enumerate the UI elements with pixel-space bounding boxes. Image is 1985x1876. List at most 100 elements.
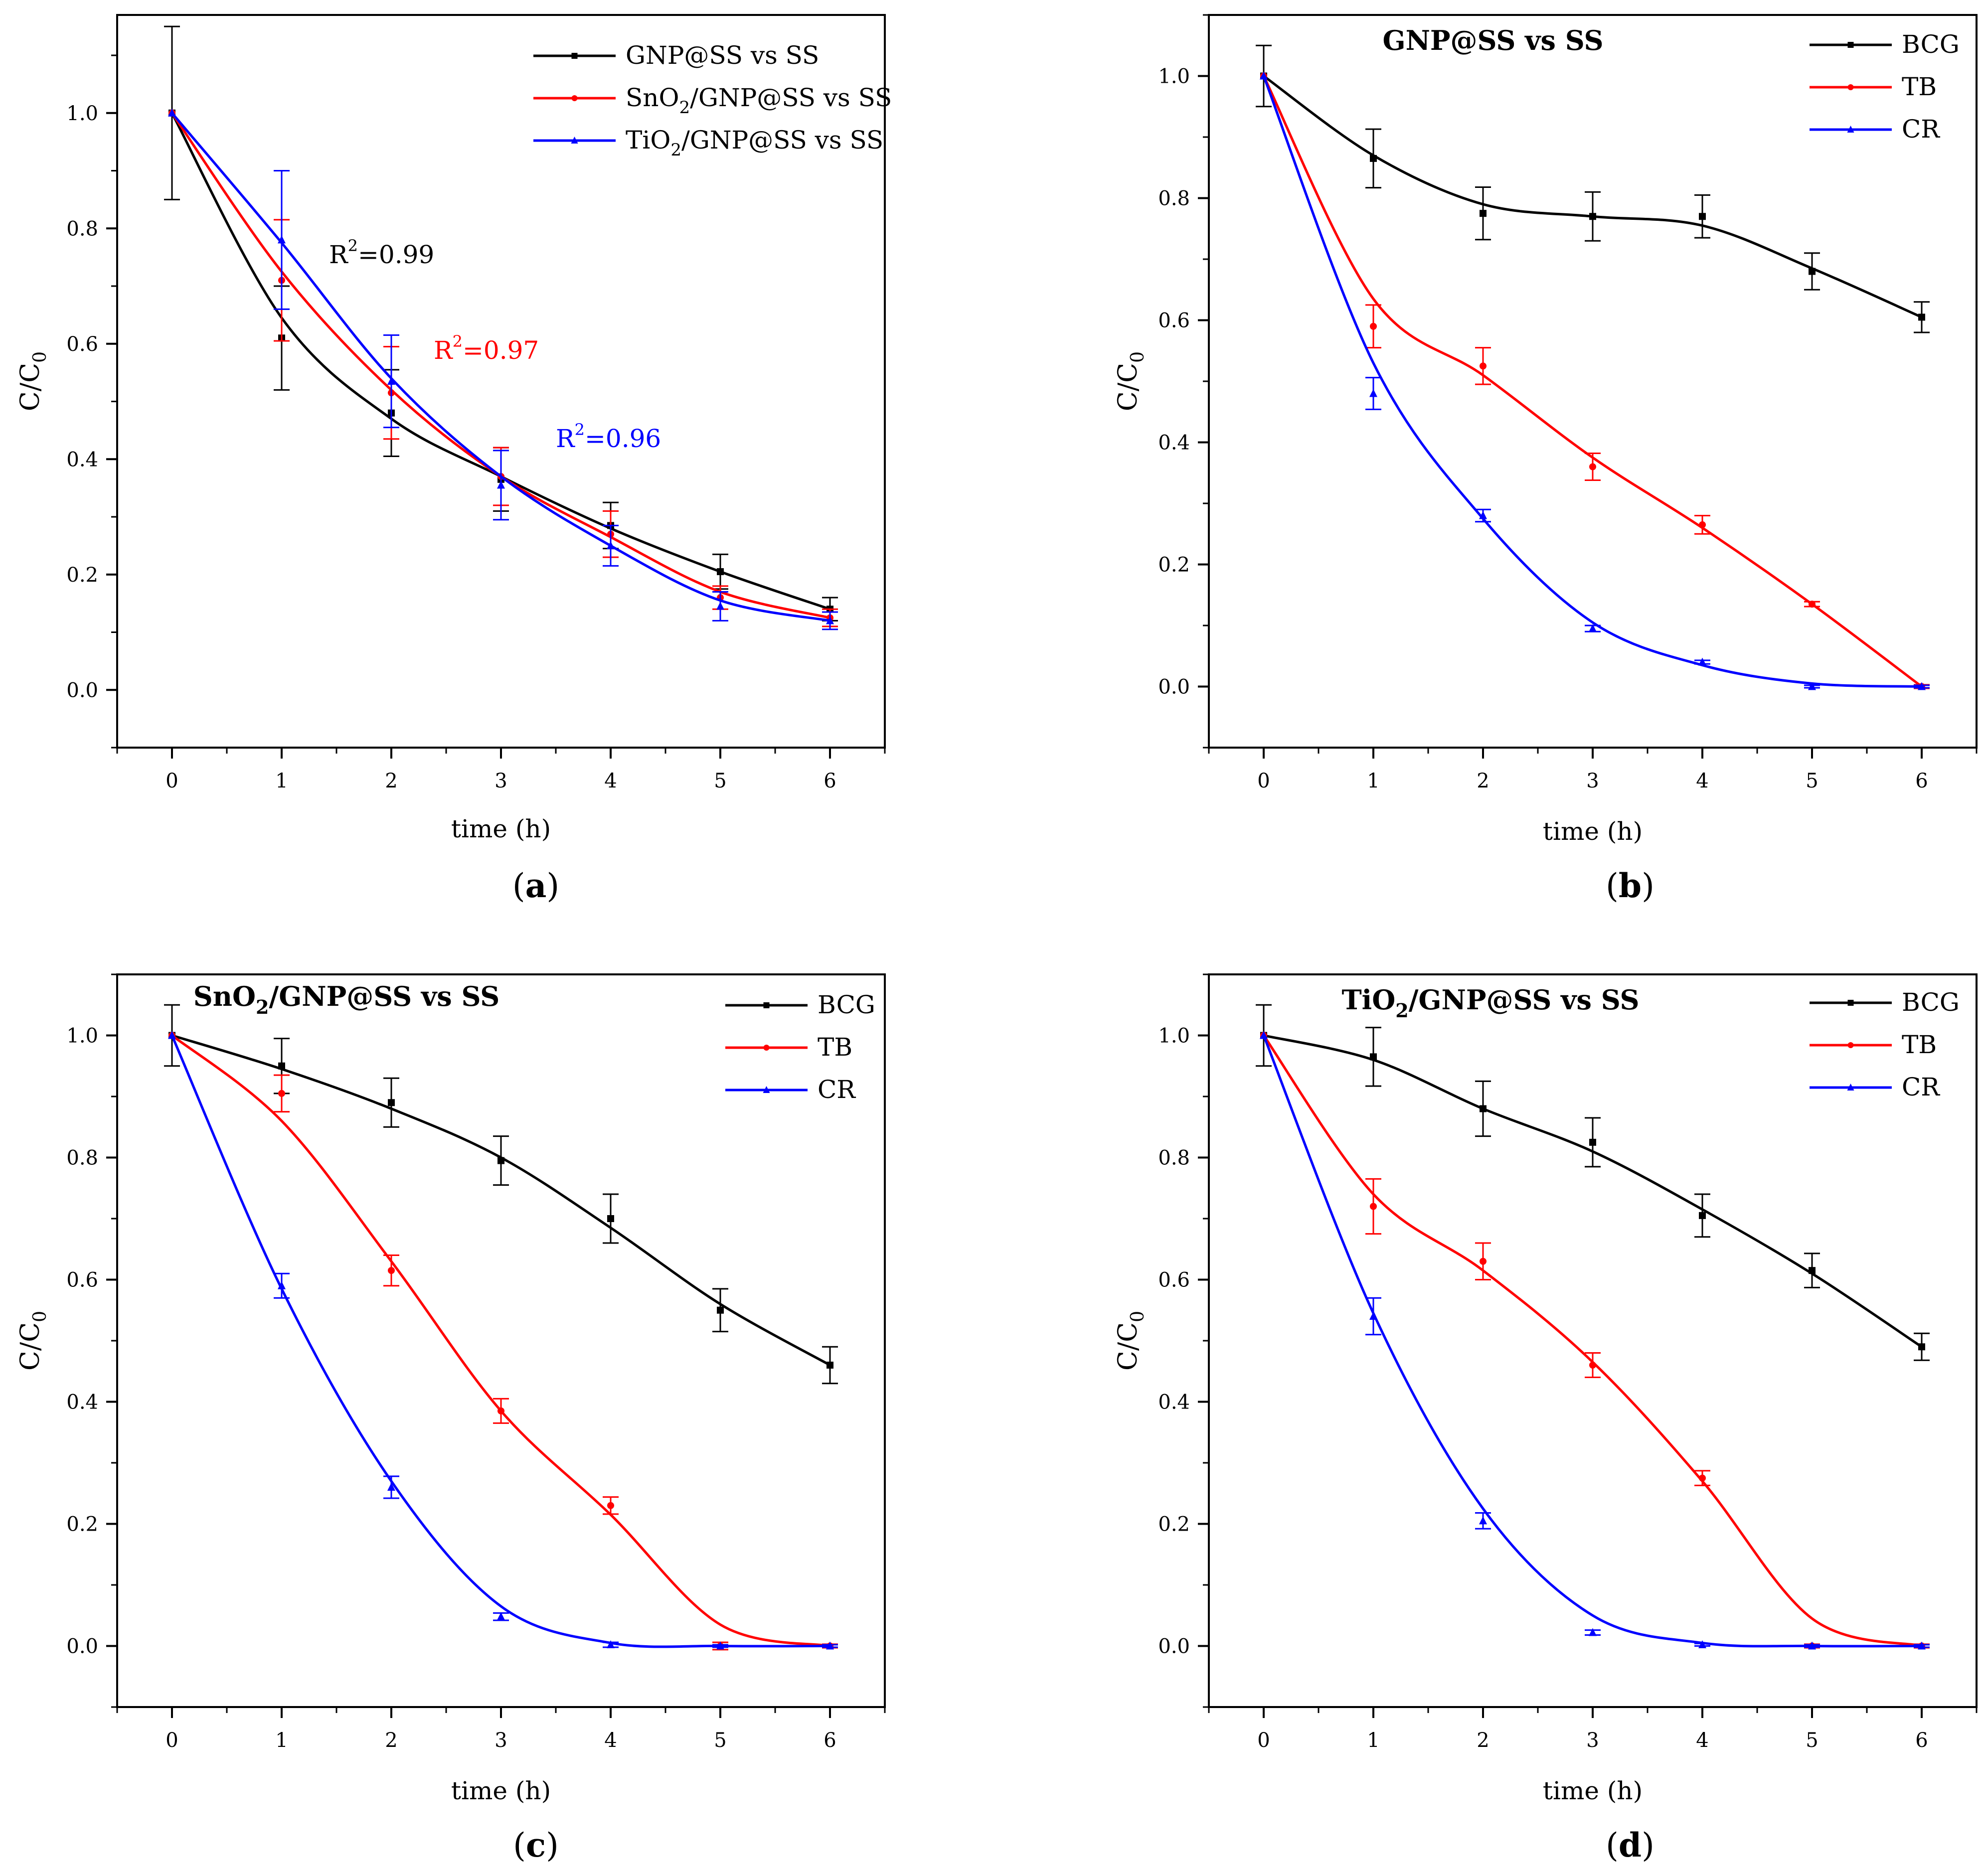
legend-label: CR — [1902, 115, 1940, 144]
data-point — [1370, 1203, 1377, 1210]
x-tick-label: 2 — [385, 1729, 397, 1752]
fit-line — [1263, 1034, 1923, 1348]
y-axis-label: C/C0 — [1113, 1311, 1148, 1371]
x-tick-label: 1 — [275, 1729, 288, 1752]
plot-frame — [116, 14, 886, 749]
panel-label-letter: b — [1619, 866, 1642, 905]
y-tick-label: 0.4 — [66, 448, 98, 471]
legend-label: CR — [1902, 1073, 1940, 1101]
data-point — [278, 1281, 286, 1289]
data-point — [278, 1090, 285, 1097]
x-tick-label: 3 — [1586, 1729, 1599, 1752]
y-tick-label: 0.2 — [66, 1513, 98, 1536]
legend-label: TB — [818, 1033, 852, 1062]
chart-title: SnO2/GNP@SS vs SS — [193, 980, 500, 1018]
data-point — [1480, 210, 1487, 217]
r-squared-annotation: R2=0.97 — [434, 332, 539, 365]
plot-frame — [1208, 14, 1978, 749]
y-tick-label: 0.4 — [66, 1391, 98, 1414]
series-2 — [1260, 1031, 1930, 1650]
legend-marker — [1847, 1042, 1854, 1048]
data-point — [1808, 682, 1816, 690]
legend-marker — [763, 1045, 770, 1051]
annotation-main: R — [329, 240, 348, 269]
plot-frame — [1208, 973, 1978, 1708]
fit-line — [1262, 75, 1923, 688]
x-tick-label: 0 — [1257, 1729, 1270, 1752]
legend-label: TB — [1902, 72, 1937, 101]
series-1 — [1260, 1032, 1930, 1650]
panel-label-close: ) — [1642, 867, 1654, 905]
legend-label: TiO2/GNP@SS vs SS — [626, 126, 883, 160]
panel-label-close: ) — [546, 1826, 559, 1865]
data-point — [1589, 463, 1596, 470]
legend-label-subscript: 2 — [679, 98, 690, 118]
data-point — [1918, 1641, 1926, 1650]
y-tick-label: 1.0 — [1158, 65, 1190, 88]
legend-marker — [763, 1002, 770, 1008]
data-point — [388, 1267, 395, 1274]
x-tick-label: 6 — [824, 770, 836, 792]
legend-marker — [1847, 1000, 1854, 1006]
x-axis-label: time (h) — [451, 814, 551, 843]
y-tick-label: 0.8 — [1158, 1147, 1190, 1170]
data-point — [387, 377, 395, 385]
x-tick-label: 4 — [604, 770, 617, 792]
legend-label-part: GNP@SS vs SS — [626, 41, 819, 70]
data-point — [1480, 1105, 1487, 1112]
panel-label: (d) — [1606, 1826, 1654, 1865]
x-tick-label: 4 — [604, 1729, 617, 1752]
y-tick-label: 0.4 — [1158, 432, 1190, 455]
chart-title-part: SnO — [193, 980, 256, 1012]
chart-title-part: /GNP@SS vs SS — [1409, 984, 1640, 1016]
series-2 — [168, 1031, 838, 1650]
fit-line — [171, 1034, 830, 1647]
x-tick-label: 0 — [1257, 770, 1270, 792]
data-point — [1699, 1474, 1706, 1482]
x-tick-label: 4 — [1696, 770, 1708, 792]
legend-label-part: TB — [1902, 1030, 1937, 1059]
data-point — [387, 1483, 395, 1491]
data-point — [1698, 1640, 1706, 1649]
legend-label: SnO2/GNP@SS vs SS — [626, 83, 892, 118]
data-point — [1918, 1343, 1925, 1351]
annotation-main: R — [434, 336, 453, 365]
panel-label-letter: d — [1619, 1826, 1642, 1865]
legend-label-part: CR — [818, 1075, 856, 1104]
y-tick-label: 0.8 — [1158, 187, 1190, 210]
data-point — [1918, 682, 1926, 690]
x-tick-label: 6 — [1915, 770, 1928, 792]
y-axis-label-main: C/C — [1113, 363, 1143, 411]
data-point — [1589, 1138, 1596, 1146]
legend-marker — [571, 53, 578, 59]
y-tick-label: 0.6 — [66, 333, 98, 356]
data-point — [826, 1641, 834, 1650]
x-tick-label: 3 — [495, 1729, 507, 1752]
x-tick-label: 5 — [1806, 770, 1818, 792]
data-point — [497, 480, 505, 489]
panel-label: (b) — [1606, 866, 1654, 905]
data-point — [1480, 1257, 1487, 1265]
panel-label: (a) — [512, 866, 559, 905]
legend-label-part: BCG — [818, 990, 875, 1019]
x-tick-label: 5 — [1806, 1729, 1818, 1752]
annotation-main: R — [556, 424, 575, 453]
data-point — [1369, 389, 1377, 397]
legend-label: BCG — [818, 990, 875, 1019]
data-point — [1370, 155, 1377, 162]
y-tick-label: 1.0 — [66, 1025, 98, 1048]
legend-marker — [571, 137, 578, 144]
x-tick-label: 6 — [824, 1729, 836, 1752]
y-tick-label: 0.0 — [66, 679, 98, 702]
data-point — [1809, 601, 1816, 608]
chart-title-subscript: 2 — [1395, 999, 1408, 1022]
data-point — [607, 541, 615, 549]
panel-label-open: ( — [1606, 867, 1619, 905]
data-point — [607, 1502, 614, 1509]
series-0 — [1256, 44, 1930, 333]
panel-label-open: ( — [1606, 1826, 1619, 1865]
legend-label: BCG — [1902, 30, 1960, 59]
